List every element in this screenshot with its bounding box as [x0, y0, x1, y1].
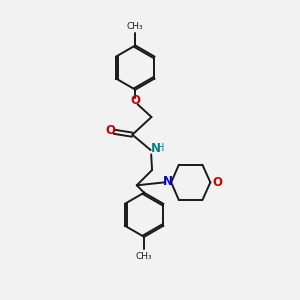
Text: N: N	[163, 175, 173, 188]
Text: N: N	[151, 142, 161, 155]
Text: H: H	[157, 143, 164, 153]
Text: CH₃: CH₃	[136, 252, 152, 261]
Text: CH₃: CH₃	[127, 22, 144, 31]
Text: O: O	[105, 124, 115, 137]
Text: O: O	[213, 176, 223, 189]
Text: O: O	[130, 94, 140, 107]
